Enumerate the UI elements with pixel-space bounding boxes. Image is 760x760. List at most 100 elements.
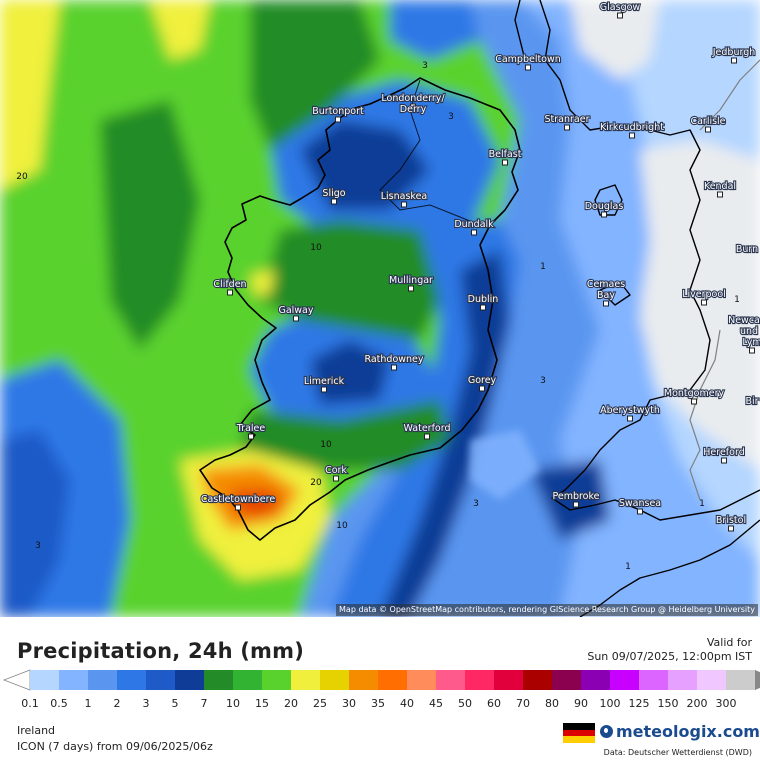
city-cork[interactable]: Cork (324, 464, 349, 482)
city-marker (227, 289, 233, 296)
city-galway[interactable]: Galway (277, 304, 315, 322)
city-douglas[interactable]: Douglas (584, 200, 624, 218)
city-belfast[interactable]: Belfast (487, 148, 523, 166)
legend-tick-label: 150 (658, 697, 679, 710)
city-label: Rathdowney (364, 354, 423, 365)
city-swansea[interactable]: Swansea (618, 497, 662, 515)
legend-tick-label: 40 (400, 697, 414, 710)
city-marker (731, 57, 737, 64)
city-aberystwyth[interactable]: Aberystwyth (599, 404, 661, 422)
city-marker (617, 12, 623, 19)
city-label: Glasgow (600, 2, 641, 13)
city-clifden[interactable]: Clifden (212, 278, 248, 296)
brand-logo[interactable]: meteologix.com (600, 722, 760, 741)
city-label: Campbeltown (495, 54, 561, 65)
city-label: Lisnaskea (381, 191, 428, 202)
city-tralee[interactable]: Tralee (235, 422, 266, 440)
contour-value-label: 3 (540, 376, 546, 386)
brand-name: meteologix.com (616, 722, 760, 741)
city-pembroke[interactable]: Pembroke (551, 490, 601, 508)
precipitation-field (0, 0, 760, 617)
city-gorey[interactable]: Gorey (467, 374, 498, 392)
city-marker (637, 508, 643, 515)
city-montgomery[interactable]: Montgomery (663, 387, 726, 405)
legend-tick-label: 60 (487, 697, 501, 710)
map-attribution: Map data © OpenStreetMap contributors, r… (336, 604, 758, 616)
legend-swatch (407, 670, 436, 690)
city-lisnaskea[interactable]: Lisnaskea (380, 190, 428, 208)
city-limerick[interactable]: Limerick (303, 375, 346, 393)
city-label: Lym (742, 337, 760, 348)
legend-upper-arrow (755, 670, 760, 690)
city-marker (564, 124, 570, 131)
legend-swatch (668, 670, 697, 690)
city-kendal[interactable]: Kendal (703, 180, 737, 198)
legend-swatch (581, 670, 610, 690)
city-newca[interactable]: Newca (727, 314, 760, 327)
city-marker (331, 198, 337, 205)
city-label: Stranraer (545, 114, 590, 125)
precipitation-map[interactable] (0, 0, 760, 618)
city-campbeltown[interactable]: Campbeltown (494, 53, 562, 71)
city-rathdowney[interactable]: Rathdowney (363, 353, 425, 371)
globe-icon (600, 725, 613, 738)
city-carlisle[interactable]: Carlisle (689, 115, 727, 133)
labels-layer: Glasgow Campbeltown Jedburgh Londonderry/De… (16, 1, 760, 572)
legend-tick-label: 25 (313, 697, 327, 710)
city-marker (717, 191, 723, 198)
city-lym[interactable]: Lym (741, 336, 760, 354)
city-derry[interactable]: Derry (399, 103, 428, 116)
city-mullingar[interactable]: Mullingar (388, 274, 434, 292)
legend-tick-label: 100 (600, 697, 621, 710)
city-label: Pembroke (552, 491, 599, 502)
city-marker (401, 201, 407, 208)
city-marker (479, 385, 485, 392)
city-marker (721, 457, 727, 464)
city-bir[interactable]: Bir (744, 395, 759, 408)
city-label: Bay (597, 290, 615, 301)
city-label: Clifden (213, 279, 246, 290)
contour-value-label: 3 (422, 61, 428, 71)
legend-tick-label: 125 (629, 697, 650, 710)
city-dublin[interactable]: Dublin (467, 293, 499, 311)
chart-title: Precipitation, 24h (mm) (17, 639, 305, 663)
city-kirkcudbright[interactable]: Kirkcudbright (599, 121, 665, 139)
city-marker (629, 132, 635, 139)
city-cemaes[interactable]: Cemaes (586, 278, 627, 291)
city-castletownbere[interactable]: Castletownbere (200, 493, 276, 511)
city-marker (408, 285, 414, 292)
city-marker (525, 64, 531, 71)
germany-flag-icon (563, 723, 595, 743)
city-sligo[interactable]: Sligo (321, 187, 347, 205)
legend-swatch (349, 670, 378, 690)
contour-value-label: 20 (310, 478, 322, 488)
city-marker (410, 103, 416, 110)
contour-value-label: 1 (699, 499, 705, 509)
legend-tick-label: 7 (201, 697, 208, 710)
city-bay[interactable]: Bay (596, 289, 616, 307)
city-marker (749, 347, 755, 354)
city-und[interactable]: und (739, 325, 759, 338)
city-marker (603, 300, 609, 307)
city-marker (601, 211, 607, 218)
city-label: Kendal (704, 181, 736, 192)
legend-swatch (465, 670, 494, 690)
city-bristol[interactable]: Bristol (715, 514, 747, 532)
legend-swatch (552, 670, 581, 690)
legend-swatch (88, 670, 117, 690)
city-jedburgh[interactable]: Jedburgh (711, 46, 756, 64)
city-glasgow[interactable]: Glasgow (599, 1, 642, 19)
city-waterford[interactable]: Waterford (402, 422, 452, 440)
city-marker (480, 304, 486, 311)
city-hereford[interactable]: Hereford (702, 446, 746, 464)
city-londonderry[interactable]: Londonderry/ (380, 92, 446, 110)
city-stranraer[interactable]: Stranraer (543, 113, 591, 131)
legend-tick-label: 80 (545, 697, 559, 710)
city-label: Derry (400, 104, 427, 115)
city-dundalk[interactable]: Dundalk (453, 218, 495, 236)
city-liverpool[interactable]: Liverpool (681, 288, 727, 306)
city-burn[interactable]: Burn (735, 243, 760, 256)
city-marker (573, 501, 579, 508)
city-burtonport[interactable]: Burtonport (311, 105, 365, 123)
city-marker (691, 398, 697, 405)
